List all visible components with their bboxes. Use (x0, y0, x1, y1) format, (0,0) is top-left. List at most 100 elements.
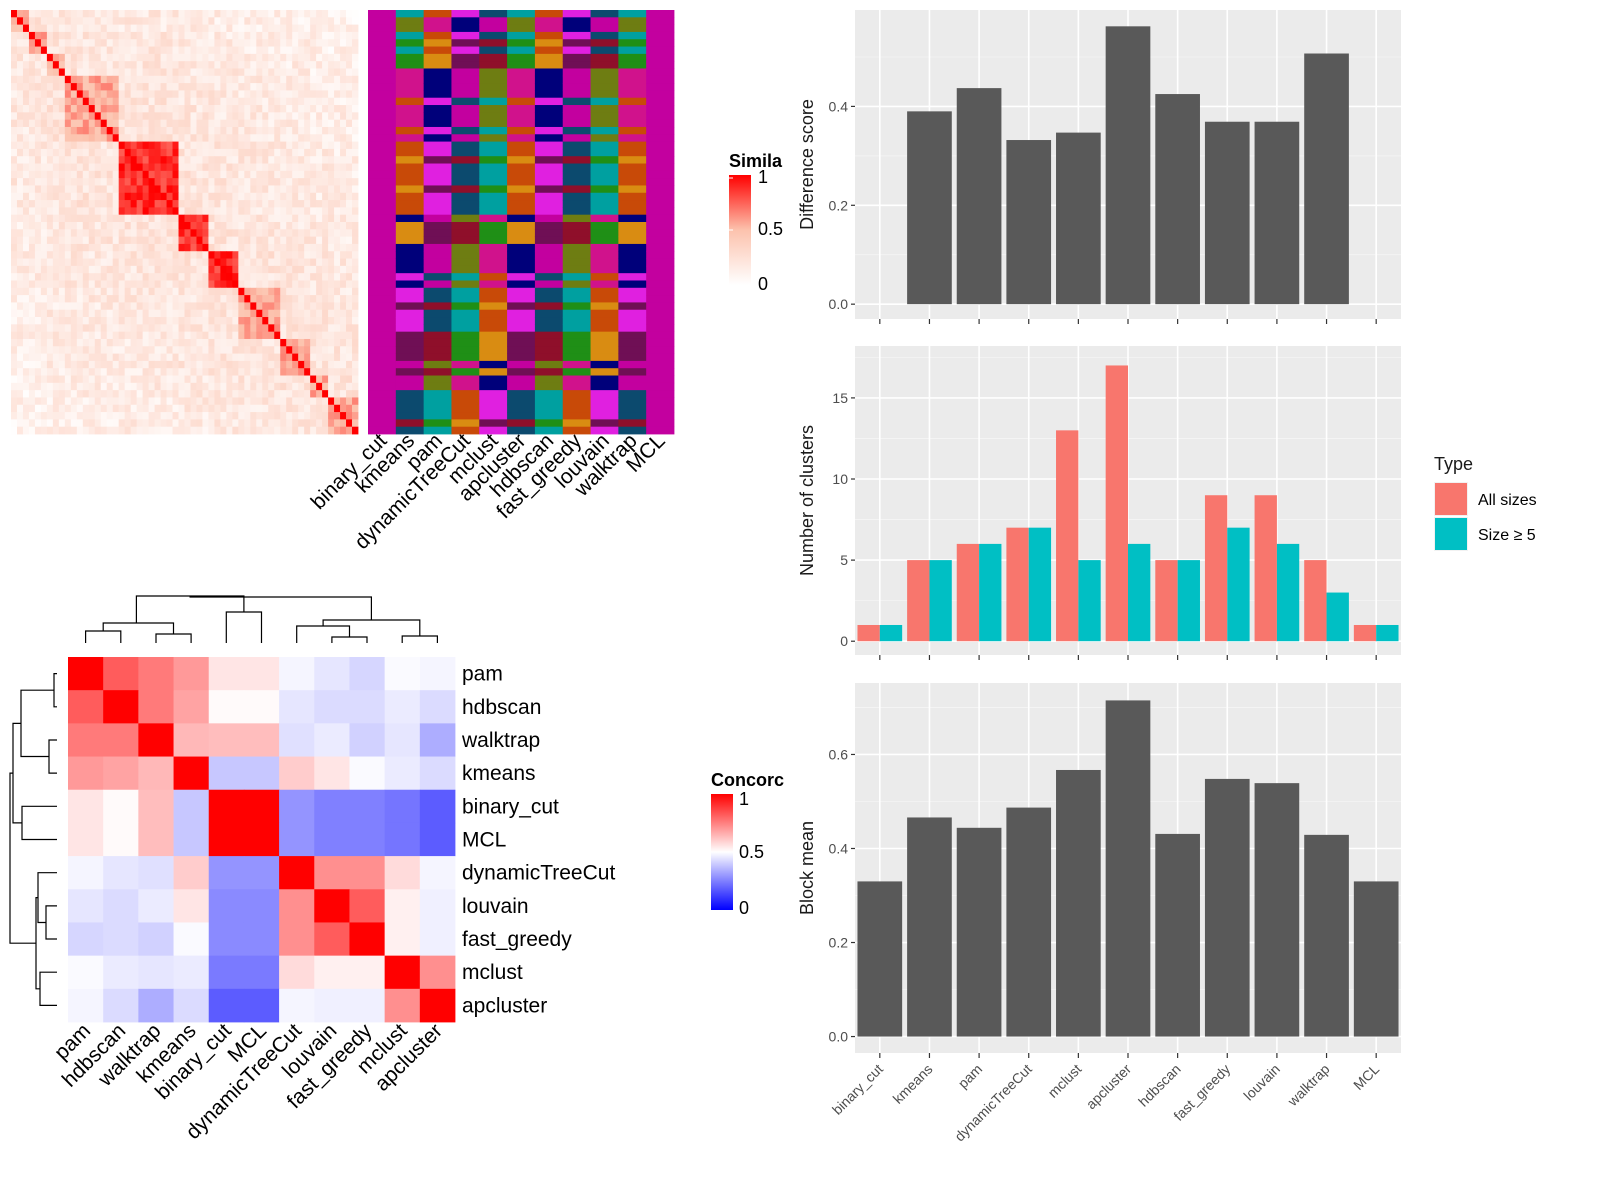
similarity-cell (154, 404, 161, 413)
similarity-cell (34, 192, 42, 201)
y-tick-label: 0.2 (829, 935, 849, 951)
similarity-cell (136, 178, 144, 186)
similarity-cell (64, 375, 72, 384)
similarity-cell (286, 148, 293, 157)
similarity-cell (166, 134, 173, 142)
similarity-cell (94, 90, 102, 99)
similarity-cell (112, 156, 120, 164)
similarity-cell (64, 83, 72, 91)
similarity-cell (226, 353, 233, 362)
concordance-cell (208, 822, 245, 857)
similarity-cell (352, 382, 359, 391)
similarity-cell (172, 368, 179, 376)
similarity-cell (142, 10, 149, 18)
similarity-cell (70, 39, 78, 47)
similarity-cell (178, 302, 185, 311)
similarity-cell (136, 412, 144, 420)
similarity-cell (22, 236, 30, 245)
similarity-cell (208, 419, 215, 428)
similarity-cell (340, 302, 347, 311)
similarity-cell (256, 46, 263, 55)
similarity-cell (178, 192, 185, 201)
similarity-cell (142, 280, 149, 289)
similarity-cell (214, 61, 221, 69)
similarity-cell (46, 61, 54, 69)
similarity-cell (100, 97, 108, 106)
similarity-cell (346, 156, 353, 164)
similarity-cell (202, 426, 209, 435)
membership-cell (451, 192, 480, 201)
similarity-cell (238, 346, 245, 354)
similarity-cell (352, 368, 359, 376)
similarity-cell (190, 236, 197, 245)
membership-cell (507, 404, 536, 413)
similarity-cell (238, 309, 245, 318)
similarity-cell (11, 163, 18, 172)
similarity-cell (340, 251, 347, 259)
membership-cell (423, 119, 452, 128)
similarity-cell (316, 368, 323, 376)
similarity-cell (70, 112, 78, 121)
similarity-cell (202, 148, 209, 157)
membership-cell (395, 265, 425, 274)
similarity-cell (46, 346, 54, 354)
similarity-cell (292, 258, 299, 267)
similarity-cell (11, 207, 18, 216)
concordance-cell (173, 690, 210, 724)
similarity-cell (340, 390, 347, 398)
similarity-cell (22, 39, 30, 47)
similarity-cell (112, 309, 120, 318)
similarity-cell (322, 200, 329, 208)
similarity-cell (244, 346, 251, 354)
similarity-cell (340, 368, 347, 376)
similarity-cell (184, 229, 191, 238)
similarity-cell (214, 251, 221, 259)
similarity-cell (256, 134, 263, 142)
similarity-cell (112, 243, 120, 252)
similarity-cell (256, 61, 263, 69)
membership-cell (451, 287, 480, 296)
similarity-cell (16, 412, 24, 420)
similarity-cell (346, 192, 353, 201)
concordance-cell (314, 756, 350, 791)
similarity-cell (202, 317, 209, 325)
similarity-cell (208, 360, 215, 369)
similarity-cell (322, 287, 329, 296)
membership-cell (534, 31, 564, 40)
similarity-cell (58, 280, 66, 289)
similarity-cell (94, 412, 102, 420)
similarity-cell (94, 302, 102, 311)
similarity-cell (148, 24, 155, 33)
similarity-cell (28, 309, 36, 318)
similarity-cell (34, 68, 42, 77)
bar (1254, 783, 1300, 1037)
similarity-cell (214, 68, 221, 77)
similarity-cell (118, 97, 126, 106)
similarity-cell (232, 10, 239, 18)
similarity-cell (64, 46, 72, 55)
similarity-cell (11, 134, 18, 142)
membership-cell (423, 178, 452, 186)
similarity-cell (268, 53, 275, 62)
similarity-cell (166, 229, 173, 238)
similarity-cell (286, 280, 293, 289)
similarity-cell (178, 97, 185, 106)
similarity-cell (22, 295, 30, 303)
similarity-cell (160, 105, 167, 113)
similarity-cell (280, 31, 287, 40)
membership-cell (618, 178, 647, 186)
similarity-cell (340, 75, 347, 84)
similarity-cell (130, 309, 138, 318)
similarity-cell (11, 390, 18, 398)
similarity-cell (178, 75, 185, 84)
similarity-cell (154, 419, 161, 428)
concordance-cell (138, 856, 174, 890)
similarity-cell (244, 382, 251, 391)
similarity-cell (154, 185, 161, 194)
similarity-cell (64, 148, 72, 157)
similarity-cell (58, 105, 66, 113)
concordance-cell (243, 955, 280, 990)
membership-cell (562, 360, 591, 369)
similarity-cell (226, 426, 233, 435)
similarity-cell (166, 141, 173, 150)
